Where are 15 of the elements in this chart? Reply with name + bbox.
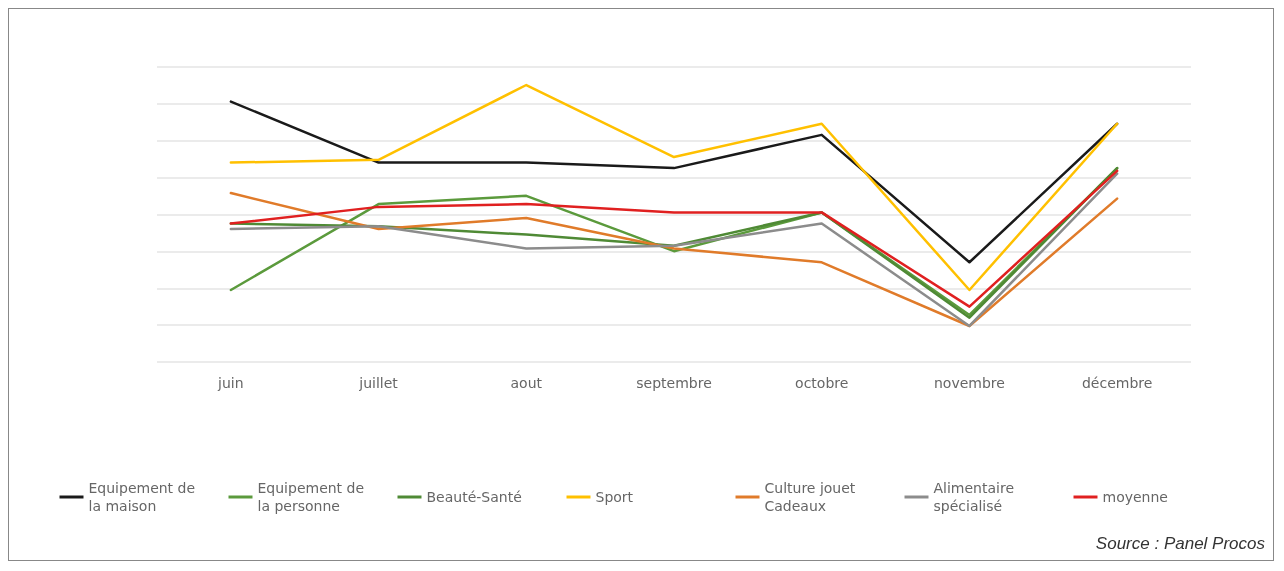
- x-tick-label: octobre: [795, 375, 849, 391]
- legend-label: Equipement de la maison: [88, 480, 200, 514]
- legend-label: Beauté-Santé: [426, 489, 522, 505]
- legend-label: Equipement de la personne: [257, 480, 369, 514]
- x-tick-label: décembre: [1081, 375, 1153, 391]
- x-tick-label: juillet: [358, 375, 399, 391]
- x-tick-label: novembre: [933, 375, 1005, 391]
- legend-label: Culture jouet Cadeaux: [764, 480, 860, 514]
- x-tick-label: septembre: [636, 375, 712, 391]
- legend-label: Sport: [595, 489, 634, 505]
- x-tick-label: aout: [510, 375, 543, 391]
- legend-label: moyenne: [1102, 489, 1168, 505]
- x-tick-label: juin: [217, 375, 244, 391]
- source-note: Source : Panel Procos: [1095, 534, 1266, 553]
- legend-label: Alimentaire spécialisé: [933, 480, 1019, 514]
